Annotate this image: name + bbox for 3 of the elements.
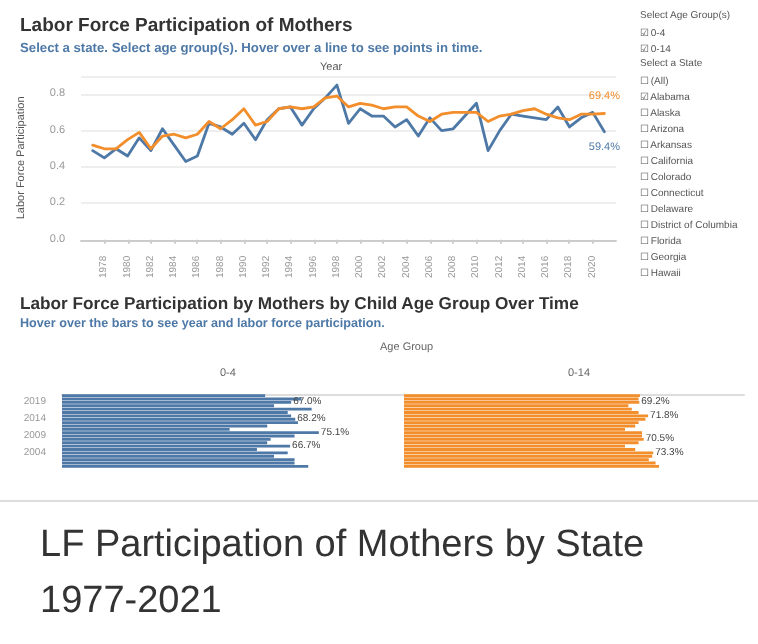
- chart-title: Labor Force Participation by Mothers by Child Age Group Over Time: [20, 293, 580, 313]
- chart-title: Labor Force Participation of Mothers: [20, 15, 353, 37]
- text: LF Participation of Mothers by State 1977-2021: [40, 522, 647, 626]
